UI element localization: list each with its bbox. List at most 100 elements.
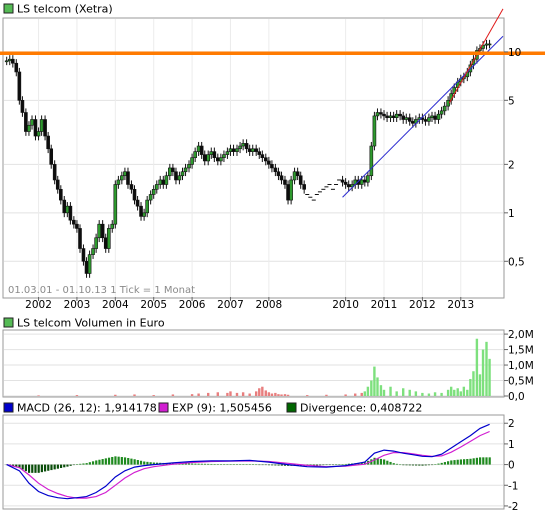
- price-candle: [36, 131, 41, 137]
- price-candle: [375, 112, 380, 117]
- volume-bar: [306, 395, 309, 396]
- divergence-bar: [248, 464, 251, 465]
- price-candle: [91, 248, 95, 255]
- price-candle: [62, 199, 67, 214]
- price-candle: [427, 117, 431, 122]
- divergence-bar: [478, 457, 482, 465]
- divergence-bar: [277, 464, 280, 466]
- price-candle: [289, 179, 293, 201]
- divergence-bar: [443, 462, 447, 465]
- volume-bar: [190, 394, 194, 396]
- divergence-bar: [335, 464, 338, 465]
- price-candle: [129, 184, 134, 190]
- divergence-bar: [421, 464, 424, 466]
- divergence-bar: [213, 464, 216, 465]
- volume-bar: [478, 374, 482, 396]
- divergence-bar: [255, 464, 258, 466]
- divergence-bar: [133, 459, 136, 465]
- macd-ytick-label: -2: [508, 501, 518, 513]
- macd-legend-swatch: [3, 402, 14, 413]
- year-label: 2004: [102, 299, 129, 311]
- volume-bar: [363, 391, 367, 396]
- divergence-bar: [210, 463, 213, 465]
- divergence-bar: [219, 464, 223, 465]
- volume-bar: [366, 386, 370, 396]
- price-candle: [158, 179, 163, 185]
- divergence-bar: [37, 464, 40, 473]
- price-candle: [222, 154, 226, 159]
- price-candle: [135, 199, 140, 207]
- divergence-bar: [155, 462, 159, 465]
- volume-bar: [75, 395, 79, 396]
- volume-bar: [267, 392, 271, 396]
- price-candle: [388, 115, 393, 118]
- divergence-bar: [280, 464, 283, 466]
- price-candle: [39, 119, 44, 132]
- divergence-bar: [111, 456, 114, 465]
- volume-bar: [286, 394, 290, 396]
- price-candle: [430, 115, 434, 118]
- volume-bar: [270, 393, 274, 396]
- price-candle: [94, 237, 98, 249]
- volume-ytick-label: 0,0: [508, 391, 525, 403]
- volume-bar: [37, 395, 40, 396]
- divergence-bar: [485, 457, 488, 465]
- divergence-bar: [338, 464, 341, 465]
- price-legend-label: LS telcom (Xetra): [17, 3, 113, 16]
- volume-bar: [248, 393, 251, 396]
- price-candle: [398, 113, 402, 117]
- year-label: 2007: [217, 299, 244, 311]
- volume-bar: [216, 392, 220, 396]
- volume-bar: [395, 391, 398, 396]
- price-candle: [356, 179, 361, 185]
- divergence-bar: [31, 464, 34, 473]
- price-candle: [20, 100, 25, 113]
- divergence-bar: [117, 456, 120, 465]
- divergence-bar: [437, 463, 440, 465]
- macd-plot-frame: [2, 414, 505, 510]
- price-candle: [75, 223, 79, 229]
- price-candle: [442, 105, 447, 112]
- macd-line: [6, 423, 490, 500]
- price-candle: [193, 151, 197, 159]
- price-candle: [254, 148, 258, 152]
- divergence-bar: [469, 458, 472, 465]
- divergence-bar: [347, 463, 351, 465]
- divergence-bar: [114, 456, 117, 465]
- price-candle: [382, 113, 386, 117]
- volume-bar: [226, 392, 229, 396]
- price-candle: [142, 212, 146, 217]
- volume-bar: [440, 392, 443, 396]
- divergence-bar: [15, 464, 18, 467]
- price-candle: [161, 179, 166, 185]
- price-candle: [187, 164, 191, 169]
- price-ytick-label: 2: [508, 159, 515, 171]
- price-candle: [59, 189, 63, 201]
- macd-ytick-label: 2: [508, 418, 515, 430]
- price-candle: [257, 151, 262, 155]
- price-candle: [295, 171, 300, 177]
- divergence-bar: [271, 464, 274, 466]
- year-label: 2008: [255, 299, 282, 311]
- price-candle: [120, 175, 124, 181]
- price-info-text: 01.03.01 - 01.10.13 1 Tick = 1 Monat: [8, 285, 195, 296]
- volume-bar: [360, 392, 363, 396]
- price-candle: [366, 175, 370, 183]
- divergence-bar: [440, 462, 443, 465]
- divergence-bar: [312, 464, 315, 466]
- divergence-bar: [101, 459, 104, 465]
- divergence-bar: [104, 458, 107, 465]
- price-candle: [283, 179, 287, 185]
- macd-ytick-label: 1: [508, 439, 515, 451]
- price-candle: [110, 223, 115, 229]
- volume-legend-label: LS telcom Volumen in Euro: [17, 317, 165, 330]
- divergence-bar: [405, 464, 408, 466]
- divergence-bar: [383, 459, 386, 465]
- divergence-bar: [187, 463, 191, 465]
- price-candle: [183, 167, 188, 173]
- blue-trendline: [342, 35, 504, 198]
- year-label: 2002: [25, 299, 52, 311]
- divergence-bar: [328, 464, 331, 466]
- price-candle: [43, 119, 47, 137]
